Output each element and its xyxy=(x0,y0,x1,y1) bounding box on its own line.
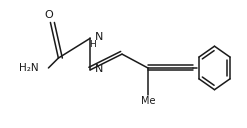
Text: N: N xyxy=(95,64,103,74)
Text: H: H xyxy=(89,40,96,49)
Text: H₂N: H₂N xyxy=(19,63,38,73)
Text: N: N xyxy=(95,32,103,42)
Text: Me: Me xyxy=(141,96,155,106)
Text: O: O xyxy=(44,10,53,20)
